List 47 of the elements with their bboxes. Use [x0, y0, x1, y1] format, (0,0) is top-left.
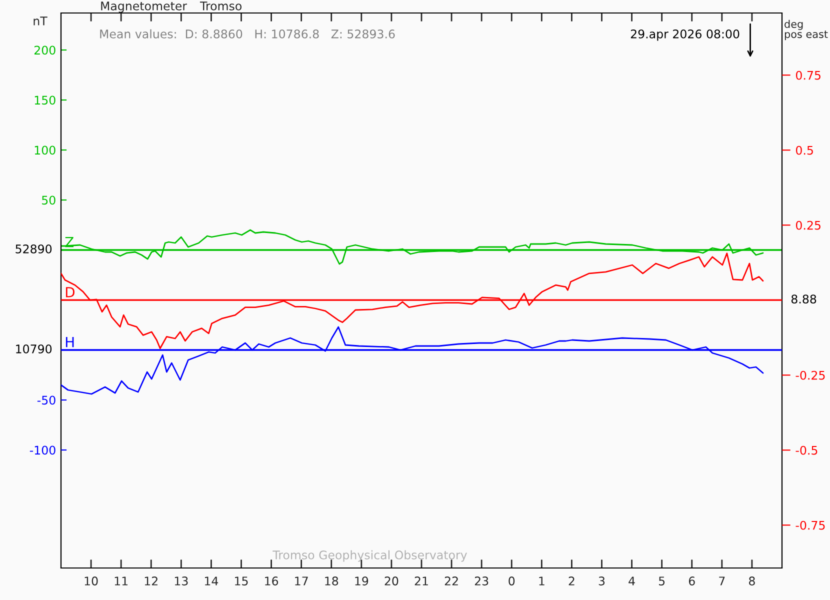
y2-tick-label: 0.75	[796, 70, 820, 80]
x-tick-label: 14	[204, 576, 218, 586]
x-tick-label: 6	[688, 576, 695, 586]
y-axis-title: nT	[34, 16, 48, 26]
x-tick-label: 22	[444, 576, 458, 586]
x-tick-label: 23	[474, 576, 488, 586]
x-tick-label: 11	[114, 576, 128, 586]
x-tick-label: 17	[295, 576, 308, 586]
y2-tick-label: 0.25	[796, 220, 820, 230]
x-tick-label: 4	[628, 576, 635, 586]
x-tick-label: 2	[568, 576, 574, 586]
y2-tick-label: -0.5	[796, 446, 818, 455]
y-tick-label: 50	[42, 196, 56, 205]
x-tick-label: 16	[265, 576, 278, 586]
annotation: 29.apr 2026 08:00	[630, 29, 740, 41]
ref-line-label: D	[66, 287, 74, 298]
x-tick-label: 7	[719, 576, 725, 586]
x-tick-label: 19	[355, 576, 368, 586]
y2-axis-title: deg pos east	[784, 20, 828, 40]
x-tick-label: 5	[658, 576, 665, 586]
x-tick-label: 15	[235, 576, 248, 586]
annotation: Tromso Geophysical Observatory	[272, 550, 467, 562]
annotation: Mean values: D: 8.8860 H: 10786.8 Z: 52893.6	[100, 29, 395, 38]
text: 10790	[16, 344, 52, 354]
x-tick-label: 12	[144, 576, 158, 586]
y2-tick-label: -0.25	[796, 370, 825, 380]
x-tick-label: 21	[414, 576, 428, 586]
y3-tick-label: -50	[37, 396, 56, 405]
x-tick-label: 20	[384, 576, 398, 586]
y-tick-label: 150	[34, 96, 56, 105]
text: 8.88	[791, 294, 816, 304]
y-tick-label: 200	[34, 46, 56, 55]
text: 52890	[16, 244, 52, 254]
x-tick-label: 1	[539, 576, 544, 586]
y2-tick-label: -0.75	[796, 520, 825, 530]
x-tick-label: 0	[508, 576, 515, 586]
x-tick-label: 10	[84, 576, 98, 586]
x-tick-label: 13	[174, 576, 188, 586]
chart-title: Magnetometer	[101, 2, 188, 13]
x-tick-label: 18	[325, 576, 338, 586]
y3-tick-label: -100	[30, 446, 56, 455]
y-tick-label: 100	[34, 146, 56, 155]
ref-line-label: H	[66, 336, 74, 348]
x-tick-label: 8	[749, 576, 755, 586]
y2-tick-label: 0.5	[796, 146, 813, 155]
x-tick-label: 3	[598, 576, 605, 586]
chart-subtitle: Tromso	[200, 2, 242, 10]
